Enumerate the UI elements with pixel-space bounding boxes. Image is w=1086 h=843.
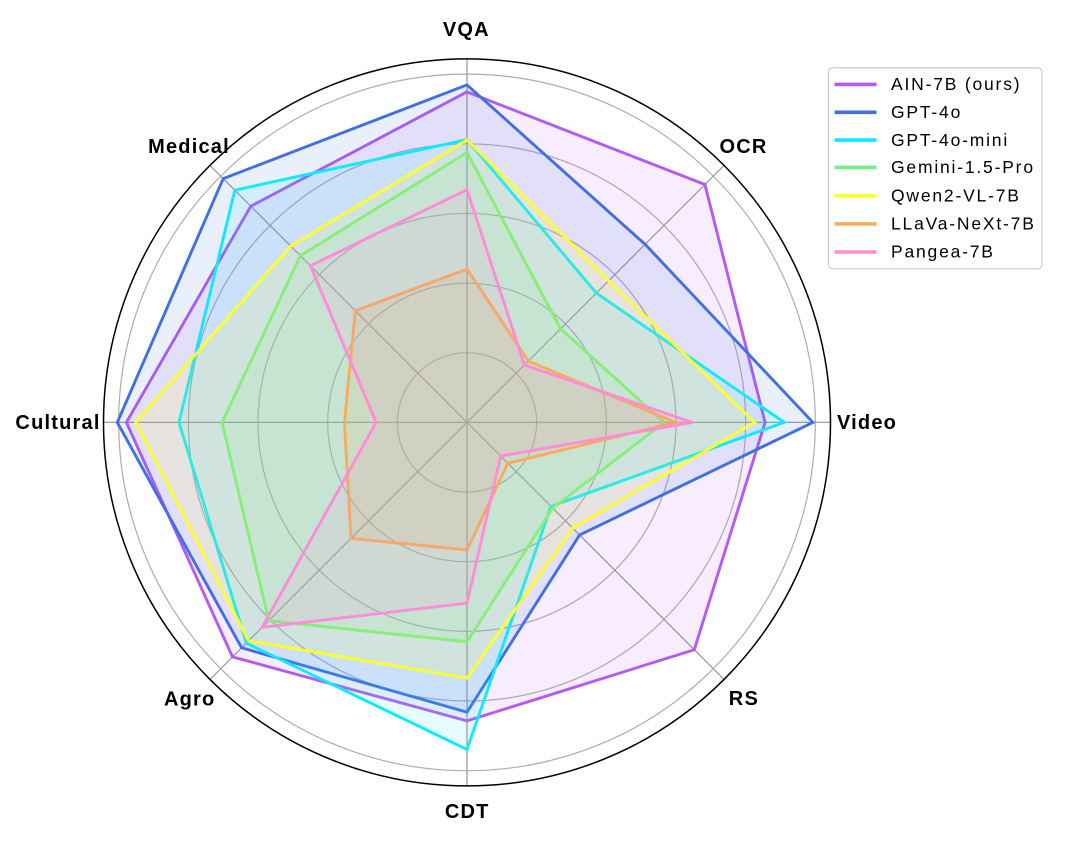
svg-text:GPT-4o: GPT-4o — [891, 102, 962, 122]
svg-text:Pangea-7B: Pangea-7B — [891, 242, 995, 262]
svg-text:Cultural: Cultural — [15, 412, 100, 434]
svg-text:AIN-7B (ours): AIN-7B (ours) — [891, 74, 1021, 94]
svg-text:OCR: OCR — [719, 136, 767, 158]
svg-text:RS: RS — [729, 688, 759, 710]
svg-text:VQA: VQA — [443, 19, 490, 41]
svg-text:Qwen2-VL-7B: Qwen2-VL-7B — [891, 186, 1021, 206]
svg-text:Agro: Agro — [164, 689, 215, 711]
svg-text:GPT-4o-mini: GPT-4o-mini — [891, 130, 1009, 150]
svg-text:LLaVa-NeXt-7B: LLaVa-NeXt-7B — [891, 214, 1036, 234]
svg-text:Gemini-1.5-Pro: Gemini-1.5-Pro — [891, 157, 1035, 177]
svg-text:Medical: Medical — [148, 136, 230, 158]
svg-text:Video: Video — [837, 412, 897, 434]
svg-text:CDT: CDT — [445, 801, 490, 823]
